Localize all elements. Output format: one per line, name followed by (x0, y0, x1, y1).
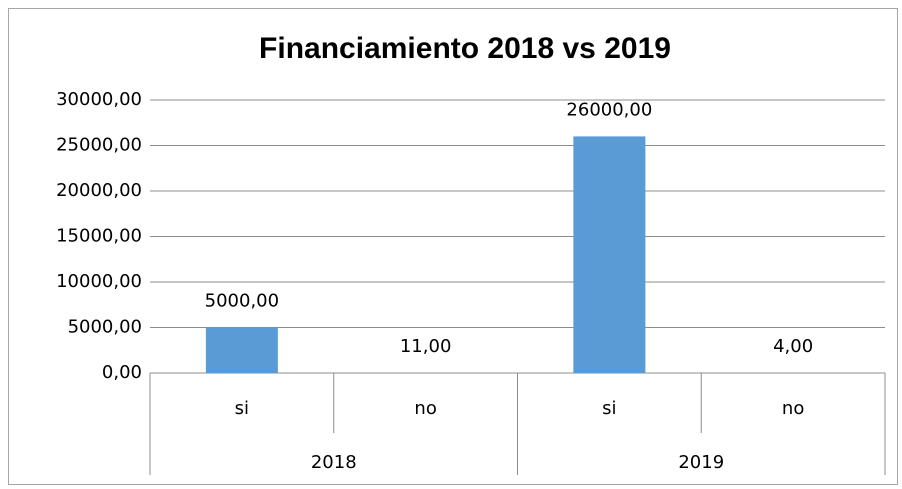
value-label: 5000,00 (205, 291, 279, 312)
y-tick-label: 5000,00 (68, 317, 142, 338)
x-tick-label: si (235, 398, 249, 419)
group-label: 2019 (678, 452, 724, 473)
chart-title: Financiamiento 2018 vs 2019 (259, 32, 671, 65)
x-tick-label: si (602, 398, 616, 419)
bar (205, 327, 278, 373)
value-label: 4,00 (773, 336, 813, 357)
group-label: 2018 (311, 452, 357, 473)
value-label: 11,00 (400, 336, 452, 357)
y-tick-label: 20000,00 (56, 180, 142, 201)
value-label: 26000,00 (566, 99, 652, 120)
y-tick-label: 10000,00 (56, 271, 142, 292)
x-tick-label: no (414, 398, 436, 419)
y-tick-label: 25000,00 (56, 135, 142, 156)
y-tick-label: 30000,00 (56, 89, 142, 110)
y-tick-label: 15000,00 (56, 226, 142, 247)
bar (573, 136, 646, 373)
x-tick-label: no (782, 398, 804, 419)
chart-border (8, 8, 898, 485)
y-tick-label: 0,00 (102, 362, 142, 383)
